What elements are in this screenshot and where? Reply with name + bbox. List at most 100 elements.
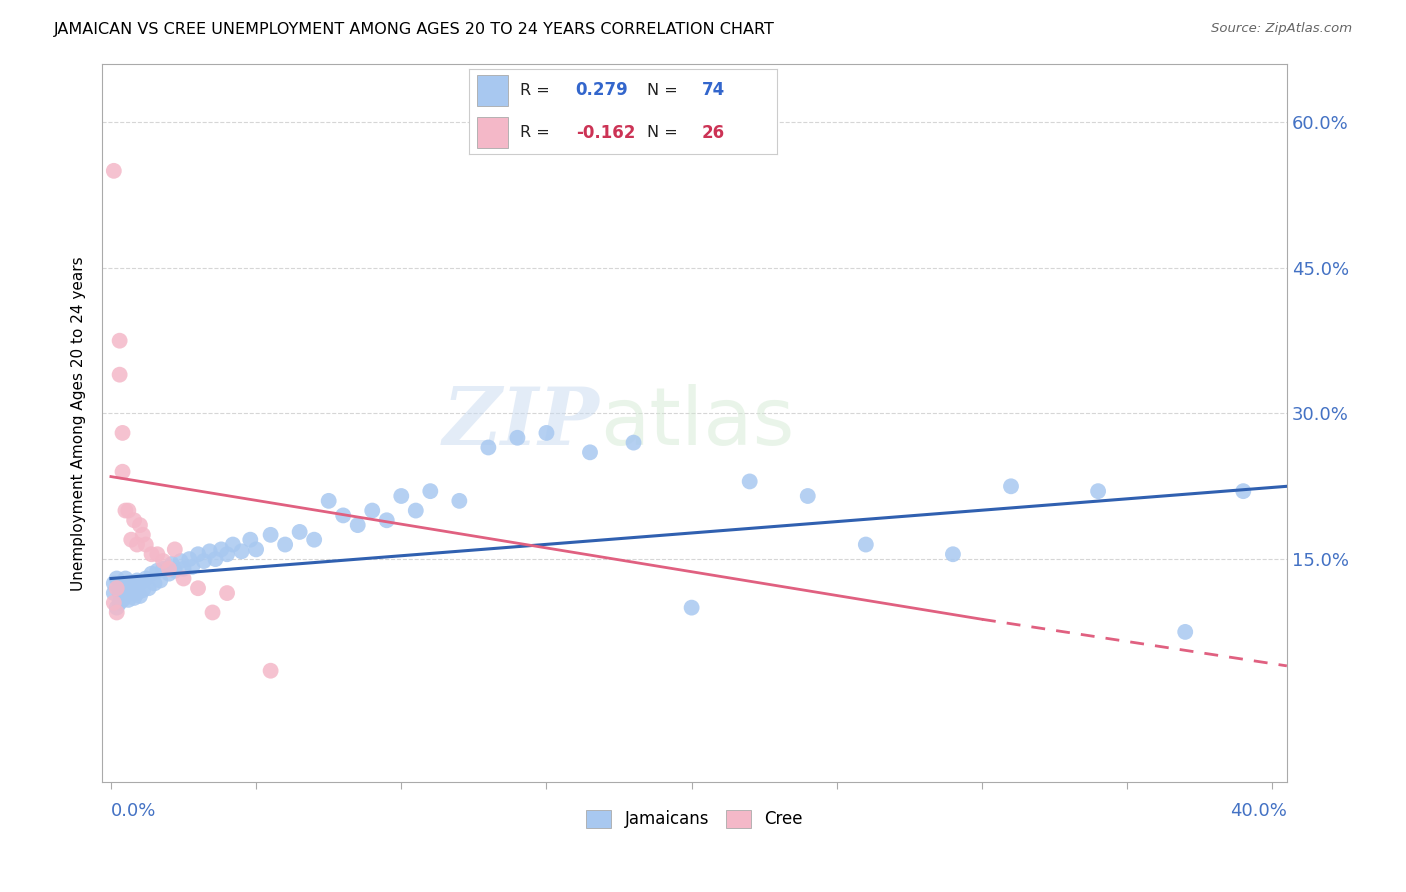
Point xyxy=(117,503,139,517)
Point xyxy=(111,581,134,595)
Point xyxy=(138,581,160,595)
Point xyxy=(215,586,238,600)
Point xyxy=(114,583,136,598)
Point xyxy=(1087,484,1109,499)
Point xyxy=(181,559,204,574)
Point xyxy=(108,368,131,382)
Point xyxy=(132,528,155,542)
Point xyxy=(143,576,166,591)
Point xyxy=(122,579,145,593)
Point xyxy=(105,600,128,615)
Point xyxy=(129,589,152,603)
Point xyxy=(361,503,384,517)
Point xyxy=(157,562,180,576)
Point xyxy=(201,606,224,620)
Point xyxy=(302,533,325,547)
Point xyxy=(105,572,128,586)
Point xyxy=(125,586,148,600)
Point xyxy=(135,572,157,586)
Point xyxy=(797,489,820,503)
Point xyxy=(132,583,155,598)
Point xyxy=(163,542,186,557)
Point xyxy=(405,503,427,517)
Text: JAMAICAN VS CREE UNEMPLOYMENT AMONG AGES 20 TO 24 YEARS CORRELATION CHART: JAMAICAN VS CREE UNEMPLOYMENT AMONG AGES… xyxy=(53,22,775,37)
Point xyxy=(103,576,125,591)
Text: 40.0%: 40.0% xyxy=(1230,802,1286,820)
Text: atlas: atlas xyxy=(600,384,794,462)
Point xyxy=(419,484,441,499)
Point xyxy=(105,581,128,595)
Point xyxy=(135,537,157,551)
Point xyxy=(125,574,148,588)
Point xyxy=(122,591,145,605)
Point xyxy=(259,664,281,678)
Point xyxy=(193,554,215,568)
Point xyxy=(231,544,253,558)
Point xyxy=(173,572,195,586)
Point xyxy=(108,586,131,600)
Point xyxy=(259,528,281,542)
Point xyxy=(129,518,152,533)
Point xyxy=(1174,624,1197,639)
Point xyxy=(215,547,238,561)
Point xyxy=(209,542,232,557)
Point xyxy=(129,576,152,591)
Point xyxy=(117,581,139,595)
Text: 0.0%: 0.0% xyxy=(111,802,156,820)
Point xyxy=(449,494,471,508)
Point xyxy=(160,557,183,571)
Point xyxy=(179,552,201,566)
Point xyxy=(105,606,128,620)
Point xyxy=(506,431,529,445)
Point xyxy=(288,524,311,539)
Point xyxy=(114,589,136,603)
Point xyxy=(173,562,195,576)
Point xyxy=(125,537,148,551)
Point xyxy=(1000,479,1022,493)
Point xyxy=(103,586,125,600)
Point xyxy=(375,513,398,527)
Point xyxy=(187,547,209,561)
Point xyxy=(855,537,877,551)
Point xyxy=(274,537,297,551)
Point xyxy=(146,547,169,561)
Point xyxy=(157,566,180,581)
Point xyxy=(1232,484,1254,499)
Point xyxy=(108,576,131,591)
Point xyxy=(204,552,226,566)
Point xyxy=(942,547,965,561)
Point xyxy=(141,547,163,561)
Point xyxy=(579,445,602,459)
Point xyxy=(318,494,340,508)
Point xyxy=(187,581,209,595)
Point xyxy=(114,572,136,586)
Point xyxy=(536,425,558,440)
Point xyxy=(346,518,368,533)
Point xyxy=(111,425,134,440)
Point xyxy=(103,164,125,178)
Point xyxy=(163,564,186,578)
Point xyxy=(111,592,134,607)
Y-axis label: Unemployment Among Ages 20 to 24 years: Unemployment Among Ages 20 to 24 years xyxy=(72,256,86,591)
Point xyxy=(120,586,142,600)
Point xyxy=(239,533,262,547)
Point xyxy=(169,554,191,568)
Point xyxy=(152,554,174,568)
Text: Source: ZipAtlas.com: Source: ZipAtlas.com xyxy=(1212,22,1353,36)
Point xyxy=(389,489,412,503)
Point xyxy=(198,544,221,558)
Point xyxy=(149,574,172,588)
Point xyxy=(222,537,245,551)
Point xyxy=(141,566,163,581)
Point xyxy=(245,542,267,557)
Point xyxy=(152,562,174,576)
Point xyxy=(108,596,131,610)
Point xyxy=(117,592,139,607)
Point xyxy=(114,503,136,517)
Point xyxy=(122,513,145,527)
Legend: Jamaicans, Cree: Jamaicans, Cree xyxy=(579,803,810,835)
Point xyxy=(623,435,645,450)
Point xyxy=(120,533,142,547)
Text: ZIP: ZIP xyxy=(443,384,600,462)
Point xyxy=(120,576,142,591)
